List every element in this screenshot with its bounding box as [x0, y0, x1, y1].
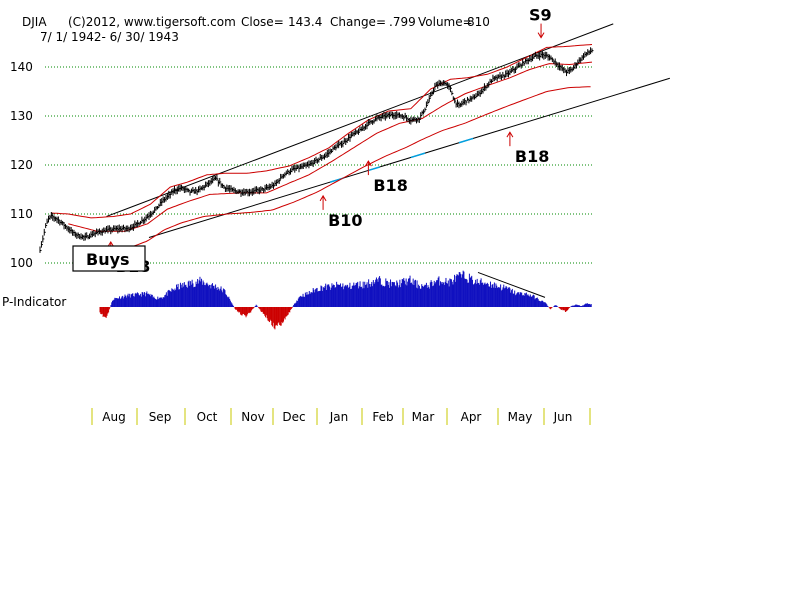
y-tick-label: 110	[10, 207, 33, 221]
signal-label: B18	[515, 147, 549, 166]
price-bars	[39, 47, 594, 253]
lower-trendline	[148, 77, 670, 238]
signal-label: B10	[328, 211, 362, 230]
buys-box: Buys	[72, 245, 146, 272]
y-tick-label: 140	[10, 60, 33, 74]
y-tick-label: 120	[10, 158, 33, 172]
close-value: 143.4	[288, 15, 322, 29]
indicator-trendline	[477, 271, 546, 298]
indicator-label: P-Indicator	[2, 295, 66, 309]
month-label: Jun	[553, 410, 573, 424]
support-dash	[368, 166, 380, 172]
month-label: Apr	[461, 410, 482, 424]
date-range-label: 7/ 1/ 1942- 6/ 30/ 1943	[40, 30, 179, 44]
chart-header: DJIA (C)2012, www.tigersoft.com Close= 1…	[22, 15, 490, 44]
month-axis: Aug Sep Oct Nov Dec Jan Feb Mar Apr May Jun	[91, 408, 591, 425]
middle-band	[68, 61, 593, 232]
volume-value: 810	[467, 15, 490, 29]
signal-label: S9	[529, 6, 552, 25]
signal-arrowhead	[107, 240, 115, 248]
copyright-label: (C)2012, www.tigersoft.com	[68, 15, 236, 29]
month-label: Oct	[197, 410, 218, 424]
support-dash	[458, 137, 474, 144]
upper-band	[51, 44, 593, 219]
signal-arrowhead	[364, 160, 372, 167]
close-label: Close=	[241, 15, 284, 29]
y-tick-label: 100	[10, 256, 33, 270]
month-label: Nov	[241, 410, 264, 424]
symbol-label: DJIA	[22, 15, 47, 29]
volume-label: Volume=	[418, 15, 473, 29]
month-label: Mar	[412, 410, 435, 424]
grid-lines	[45, 66, 592, 264]
lower-band	[89, 86, 591, 251]
signals: S9B18B10B18B18	[107, 6, 552, 276]
change-value: .799	[389, 15, 416, 29]
month-label: May	[508, 410, 533, 424]
y-axis-ticks: 140 130 120 110 100	[10, 60, 33, 270]
signal-label: B18	[373, 176, 407, 195]
indicator-bars	[99, 270, 592, 330]
signal-arrowhead	[537, 32, 545, 39]
buys-box-border	[72, 245, 146, 272]
y-tick-label: 130	[10, 109, 33, 123]
month-label: Feb	[372, 410, 393, 424]
support-dash	[410, 152, 426, 159]
signal-arrowhead	[506, 131, 514, 138]
month-label: Jan	[329, 410, 349, 424]
month-label: Dec	[282, 410, 305, 424]
month-label: Aug	[102, 410, 125, 424]
month-label: Sep	[149, 410, 172, 424]
buys-label: Buys	[86, 250, 130, 269]
signal-arrowhead	[319, 194, 327, 202]
change-label: Change=	[330, 15, 386, 29]
bands	[51, 44, 593, 251]
